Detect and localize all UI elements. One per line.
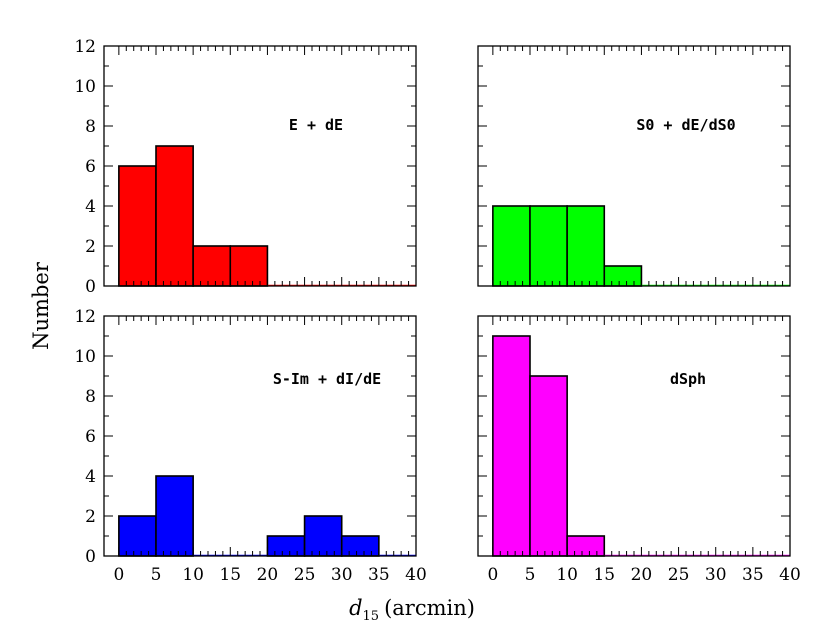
x-tick-label: 25 [668, 565, 690, 585]
x-tick-label: 40 [405, 565, 427, 585]
x-tick-label: 15 [593, 565, 615, 585]
panel-1: 0 2 4 6 8 10 12 E + dE [74, 37, 417, 297]
y-tick-label: 6 [85, 157, 96, 177]
bar-3 [566, 535, 606, 557]
y-tick-label: 8 [85, 117, 96, 137]
panel-label: E + dE [289, 116, 343, 134]
y-tick-label: 0 [85, 547, 96, 567]
panel-4: 0 5 10 15 20 25 30 35 40 dSph [477, 315, 801, 585]
bar-1 [118, 515, 157, 557]
y-tick-label: 12 [74, 37, 96, 57]
x-axis-unit: (arcmin) [384, 596, 475, 620]
y-tick-label: 2 [85, 507, 96, 527]
x-tick-label: 30 [331, 565, 353, 585]
x-tick-label: 35 [742, 565, 764, 585]
y-tick-label: 4 [85, 197, 96, 217]
bar-7 [340, 535, 380, 557]
y-tick-label: 12 [74, 307, 96, 327]
x-tick-label: 5 [151, 565, 162, 585]
bar-1 [118, 165, 157, 287]
y-tick-label: 6 [85, 427, 96, 447]
x-tick-label: 20 [631, 565, 653, 585]
bar-1 [492, 205, 531, 287]
x-tick-label: 0 [113, 565, 124, 585]
x-axis-subscript: 15 [363, 609, 380, 624]
panel-label: S-Im + dI/dE [273, 370, 381, 388]
x-tick-label: 30 [705, 565, 727, 585]
x-tick-label: 10 [556, 565, 578, 585]
x-tick-label: 10 [182, 565, 204, 585]
x-tick-label: 0 [487, 565, 498, 585]
bar-6 [303, 515, 343, 557]
x-axis-symbol: d [349, 596, 362, 620]
panel-3: 0 5 10 15 20 25 30 35 40 0 2 4 6 8 10 12 S-Im + dI/dE [74, 307, 426, 585]
bar-5 [266, 535, 306, 557]
x-tick-label: 40 [779, 565, 801, 585]
y-tick-label: 4 [85, 467, 96, 487]
y-axis-title: Number [29, 261, 53, 350]
bar-1 [492, 335, 531, 557]
panel-label: S0 + dE/dS0 [636, 116, 735, 134]
x-tick-label: 25 [294, 565, 316, 585]
y-tick-label: 2 [85, 237, 96, 257]
bar-2 [155, 145, 194, 287]
bar-4 [229, 245, 269, 287]
panel-label: dSph [670, 370, 706, 388]
bar-2 [155, 475, 194, 557]
x-tick-label: 5 [525, 565, 536, 585]
bar-2 [529, 205, 568, 287]
y-tick-label: 0 [85, 277, 96, 297]
bar-3 [192, 245, 232, 287]
y-tick-label: 10 [74, 77, 96, 97]
x-axis-title: d15 (arcmin) [349, 596, 475, 624]
bar-3 [566, 205, 606, 287]
bar-4 [603, 265, 643, 287]
x-tick-label: 20 [257, 565, 279, 585]
x-tick-label: 35 [368, 565, 390, 585]
panel-2: S0 + dE/dS0 [477, 45, 791, 287]
x-tick-label: 15 [219, 565, 241, 585]
bar-2 [529, 375, 568, 557]
y-tick-label: 10 [74, 347, 96, 367]
y-tick-label: 8 [85, 387, 96, 407]
